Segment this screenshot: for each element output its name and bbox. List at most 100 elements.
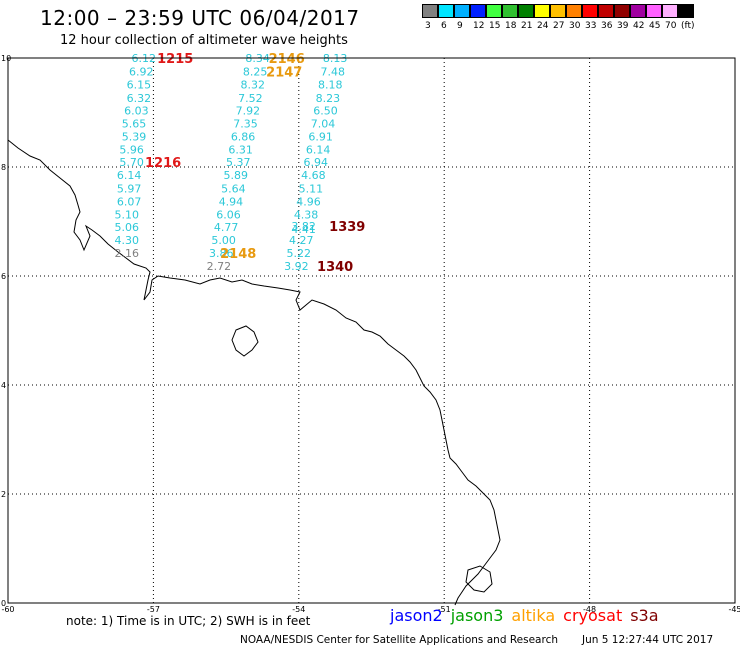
wave-height-value: 5.70: [119, 156, 144, 169]
wave-height-value: 5.64: [221, 182, 246, 195]
pass-time-label: 2146: [269, 52, 305, 67]
wave-height-value: 7.92: [236, 104, 261, 117]
latitude-tick-label: 2: [1, 490, 6, 499]
legend-labels: 3 6 9 12 15 18 21 24 27 30 33 36 39 42 45 70 (ft): [422, 21, 695, 35]
legend-swatch: [678, 4, 694, 18]
wave-height-value: 4.27: [289, 234, 314, 247]
wave-height-value: 8.18: [318, 79, 343, 92]
latitude-tick-label: 4: [1, 381, 6, 390]
coastline: [7, 139, 501, 606]
pass-time-label: 2147: [266, 66, 302, 81]
legend-swatch: [550, 4, 566, 18]
legend-swatch: [422, 4, 438, 18]
wave-height-value: 6.15: [127, 79, 152, 92]
map-subtitle: 12 hour collection of altimeter wave hei…: [60, 33, 348, 48]
wave-height-value: 4.94: [219, 195, 244, 208]
legend-label: 45: [649, 21, 661, 31]
wave-height-value: 5.22: [287, 247, 312, 260]
legend-swatch: [486, 4, 502, 18]
latitude-tick-label: 0: [1, 599, 6, 608]
longitude-tick-label: -57: [147, 605, 160, 614]
wave-height-value: 2.72: [207, 260, 232, 273]
wave-height-value: 5.00: [211, 234, 236, 247]
wave-height-value: 7.52: [238, 92, 263, 105]
legend-swatch: [582, 4, 598, 18]
legend-label: (ft): [681, 21, 695, 31]
legend-label: 33: [585, 21, 597, 31]
legend-swatch: [598, 4, 614, 18]
wave-height-value: 6.14: [306, 144, 331, 157]
wave-height-value: 7.48: [320, 66, 345, 79]
wave-height-value: 5.89: [224, 169, 249, 182]
wave-height-value: 4.96: [296, 195, 321, 208]
legend-swatch: [646, 4, 662, 18]
legend-label: 36: [601, 21, 613, 31]
wave-height-value: 8.23: [316, 92, 341, 105]
legend-label: 70: [665, 21, 677, 31]
legend-swatch: [502, 4, 518, 18]
legend-label: 12: [473, 21, 485, 31]
generated-timestamp: Jun 5 12:27:44 UTC 2017: [582, 634, 714, 646]
legend-swatch: [534, 4, 550, 18]
satellite-label-jason2: jason2: [390, 606, 443, 625]
wave-height-value: 6.03: [124, 104, 149, 117]
wave-height-value: 8.32: [241, 79, 266, 92]
legend-swatch: [566, 4, 582, 18]
pass-time-label: 1340: [317, 260, 353, 275]
wave-height-value: 6.06: [216, 208, 241, 221]
legend-label: 9: [457, 21, 463, 31]
legend-label: 39: [617, 21, 629, 31]
pass-time-label: 1216: [145, 156, 181, 171]
legend-swatch: [454, 4, 470, 18]
wave-height-value: 6.91: [308, 130, 333, 143]
wave-height-value: 6.32: [127, 92, 152, 105]
credit-line: NOAA/NESDIS Center for Satellite Applica…: [240, 634, 558, 646]
satellite-label-cryosat: cryosat: [563, 606, 623, 625]
longitude-tick-label: -48: [583, 605, 596, 614]
legend-swatches: [422, 4, 694, 18]
legend-swatch: [438, 4, 454, 18]
wave-height-value: 4.68: [301, 169, 326, 182]
satellite-legend: jason2 jason3 altika cryosat s3a: [390, 606, 667, 625]
wave-height-value: 3.86: [209, 247, 234, 260]
island-coastline: [231, 325, 259, 357]
wave-height-value: 6.92: [129, 66, 154, 79]
latitude-tick-label: 10: [1, 54, 11, 63]
legend-swatch: [470, 4, 486, 18]
wave-height-value: 5.11: [299, 182, 324, 195]
latitude-tick-label: 6: [1, 272, 6, 281]
altimeter-values: 6.126.926.156.326.035.655.395.965.706.14…: [114, 52, 365, 275]
satellite-label-altika: altika: [511, 606, 556, 625]
satellite-label-jason3: jason3: [450, 606, 504, 625]
wave-height-value: 2.16: [114, 247, 139, 260]
wave-height-value: 4.41: [291, 223, 316, 236]
color-legend: 3 6 9 12 15 18 21 24 27 30 33 36 39 42 45 70 (ft): [422, 4, 695, 35]
wave-height-value: 6.94: [304, 156, 329, 169]
wave-height-value: 5.37: [226, 156, 251, 169]
coastline-path: [7, 139, 501, 606]
wave-height-value: 6.31: [228, 144, 253, 157]
wave-height-value: 7.04: [311, 117, 336, 130]
legend-label: 15: [489, 21, 501, 31]
wave-height-value: 6.07: [117, 195, 142, 208]
wave-height-value: 3.82: [291, 220, 316, 233]
wave-height-value: 6.50: [313, 104, 338, 117]
satellite-label-s3a: s3a: [630, 606, 659, 625]
wave-height-value: 5.96: [119, 144, 144, 157]
longitude-tick-label: -51: [438, 605, 451, 614]
wave-height-value: 5.65: [122, 117, 147, 130]
wave-height-value: 5.39: [122, 130, 147, 143]
map-title: 12:00 – 23:59 UTC 06/04/2017: [40, 6, 360, 30]
legend-swatch: [662, 4, 678, 18]
pass-time-label: 2148: [220, 247, 256, 262]
legend-label: 6: [441, 21, 447, 31]
legend-label: 24: [537, 21, 549, 31]
legend-swatch: [614, 4, 630, 18]
wave-height-value: 5.10: [114, 208, 139, 221]
wave-height-value: 4.30: [114, 234, 139, 247]
legend-label: 30: [569, 21, 581, 31]
wave-height-value: 3.92: [284, 260, 309, 273]
legend-label: 42: [633, 21, 645, 31]
legend-label: 18: [505, 21, 517, 31]
